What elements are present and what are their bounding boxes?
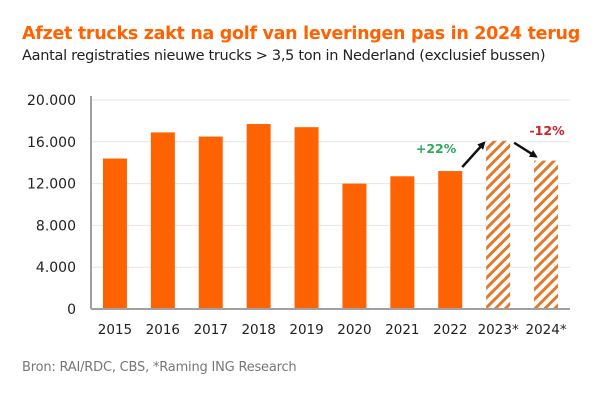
y-tick-label: 16.000 (27, 135, 76, 151)
y-tick-label: 12.000 (27, 177, 76, 193)
x-tick-label: 2016 (146, 322, 180, 338)
axes (90, 96, 570, 310)
bar (294, 127, 319, 309)
x-tick-label: 2021 (385, 322, 419, 338)
chart-title: Afzet trucks zakt na golf van leveringen… (22, 24, 580, 44)
x-tick-label: 2017 (194, 322, 228, 338)
bar (150, 132, 175, 309)
arrow-down-icon (513, 141, 538, 158)
bar (438, 171, 463, 309)
y-tick-label: 8.000 (36, 218, 76, 234)
bar (390, 176, 415, 309)
bars (102, 124, 559, 309)
x-tick-label: 2022 (433, 322, 467, 338)
y-tick-label: 20.000 (27, 93, 76, 109)
chart-subtitle: Aantal registraties nieuwe trucks > 3,5 … (22, 48, 546, 64)
x-tick-label: 2024* (525, 322, 566, 338)
bar (246, 124, 271, 309)
bar (198, 136, 223, 309)
x-tick-label: 2020 (337, 322, 371, 338)
arrow-up-icon (461, 141, 486, 168)
x-tick-label: 2018 (241, 322, 275, 338)
forecast-bar (486, 140, 511, 309)
x-tick-label: 2019 (289, 322, 323, 338)
forecast-bar (534, 160, 559, 309)
growth-annotation: +22% (416, 141, 457, 156)
y-tick-label: 4.000 (36, 260, 76, 276)
annotations: +22% -12% (416, 123, 565, 168)
decline-annotation: -12% (529, 123, 565, 138)
x-tick-label: 2015 (98, 322, 132, 338)
y-tick-label: 0 (67, 302, 76, 318)
x-axis-labels: 2015 2016 2017 2018 2019 2020 2021 2022 2023* 202… (98, 322, 567, 338)
bar (102, 158, 127, 309)
bar (342, 183, 367, 309)
x-tick-label: 2023* (478, 322, 519, 338)
source-note: Bron: RAI/RDC, CBS, *Raming ING Research (22, 360, 297, 375)
y-axis-labels: 0 4.000 8.000 12.000 16.000 20.000 (27, 93, 76, 318)
